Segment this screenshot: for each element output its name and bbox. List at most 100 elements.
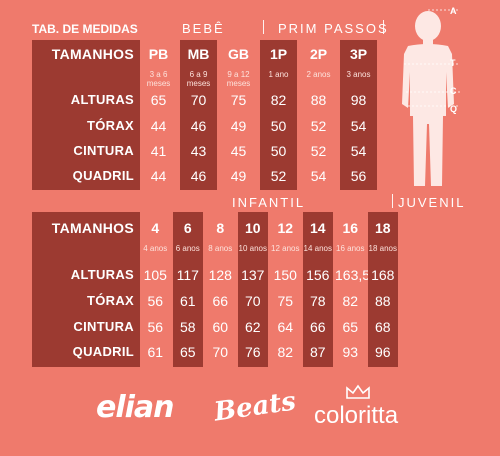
cell-quadril: 93: [342, 344, 359, 360]
size-column: 10 10 anos 137 70 62 76: [237, 212, 268, 367]
cell-cintura: 50: [270, 143, 287, 159]
size-label: 3P: [349, 46, 368, 62]
cell-alturas: 128: [208, 267, 232, 283]
cell-torax: 75: [277, 293, 294, 309]
row-label-cintura: CINTURA: [73, 319, 134, 334]
cell-torax: 44: [150, 118, 167, 134]
cell-quadril: 82: [277, 344, 294, 360]
size-column: 6 6 anos 117 61 58 65: [172, 212, 203, 367]
age-label: 4 anos: [143, 244, 168, 253]
age-label: 9 a 12 meses: [226, 70, 251, 88]
size-label: 4: [151, 220, 160, 236]
age-label: 3 anos: [346, 70, 371, 79]
cell-alturas: 117: [176, 267, 199, 283]
size-label: 1P: [269, 46, 288, 62]
group-divider: [383, 20, 384, 34]
cell-cintura: 56: [147, 319, 164, 335]
cell-quadril: 49: [230, 168, 247, 184]
row-label-torax: TÓRAX: [87, 293, 134, 308]
size-column: 2P 2 anos 88 52 52 54: [300, 40, 337, 190]
table1-label-column: TAMANHOS ALTURAS TÓRAX CINTURA QUADRIL: [32, 40, 140, 190]
size-column: 14 14 anos 156 78 66 87: [302, 212, 333, 367]
row-label-quadril: QUADRIL: [72, 168, 134, 183]
group-prim-passos-label: PRIM PASSOS: [278, 21, 389, 36]
cell-torax: 88: [374, 293, 391, 309]
age-label: 12 anos: [271, 244, 300, 253]
crown-icon: [346, 384, 370, 399]
size-label: 18: [374, 220, 391, 236]
cell-torax: 50: [270, 118, 287, 134]
age-label: 14 anos: [303, 244, 332, 253]
size-label: 8: [216, 220, 225, 236]
group-bebe-label: BEBÊ: [182, 21, 225, 36]
size-column: 8 8 anos 128 66 60 70: [205, 212, 236, 367]
row-label-quadril: QUADRIL: [72, 344, 134, 359]
cell-quadril: 65: [179, 344, 196, 360]
figure-label-a: A: [450, 6, 457, 16]
size-label: 12: [277, 220, 294, 236]
cell-cintura: 62: [244, 319, 261, 335]
cell-cintura: 45: [230, 143, 247, 159]
size-column: PB 3 a 6 meses 65 44 41 44: [140, 40, 177, 190]
group-divider: [263, 20, 264, 34]
cell-torax: 82: [342, 293, 359, 309]
cell-cintura: 54: [350, 143, 367, 159]
size-label: 2P: [309, 46, 328, 62]
cell-quadril: 46: [190, 168, 207, 184]
row-label-alturas: ALTURAS: [70, 267, 134, 282]
size-column: GB 9 a 12 meses 75 49 45 49: [220, 40, 257, 190]
age-label: 1 ano: [268, 70, 289, 79]
size-column: 4 4 anos 105 56 56 61: [140, 212, 171, 367]
cell-cintura: 43: [190, 143, 207, 159]
cell-torax: 52: [310, 118, 327, 134]
size-label: 16: [342, 220, 359, 236]
age-label: 16 anos: [336, 244, 365, 253]
size-column: 18 18 anos 168 88 68 96: [367, 212, 398, 367]
size-column: 1P 1 ano 82 50 50 52: [260, 40, 297, 190]
cell-cintura: 41: [150, 143, 167, 159]
age-label: 6 a 9 meses: [186, 70, 211, 88]
figure-label-q: Q: [450, 104, 458, 114]
cell-torax: 56: [147, 293, 164, 309]
figure-label-c: C: [450, 86, 457, 96]
cell-torax: 66: [212, 293, 229, 309]
cell-cintura: 52: [310, 143, 327, 159]
age-label: 18 anos: [368, 244, 397, 253]
row-label-torax: TÓRAX: [87, 118, 134, 133]
coloritta-logo: coloritta: [314, 402, 399, 429]
beats-logo: Beats: [212, 386, 298, 428]
table-title: TAB. DE MEDIDAS: [32, 22, 138, 36]
row-label-tamanhos: TAMANHOS: [51, 46, 134, 62]
cell-quadril: 96: [374, 344, 391, 360]
cell-alturas: 137: [241, 267, 265, 283]
size-column: 3P 3 anos 98 54 54 56: [340, 40, 377, 190]
cell-alturas: 98: [350, 92, 367, 108]
cell-torax: 70: [244, 293, 261, 309]
cell-alturas: 75: [230, 92, 247, 108]
cell-alturas: 163,5: [335, 267, 371, 283]
cell-quadril: 44: [150, 168, 167, 184]
row-label-tamanhos: TAMANHOS: [51, 220, 134, 236]
age-label: 6 anos: [175, 244, 200, 253]
cell-cintura: 68: [374, 319, 391, 335]
cell-quadril: 56: [350, 168, 367, 184]
group-divider: [392, 194, 393, 208]
row-label-alturas: ALTURAS: [70, 92, 134, 107]
age-label: 10 anos: [238, 244, 267, 253]
size-column: 16 16 anos 163,5 82 65 93: [335, 212, 371, 367]
size-label: 6: [183, 220, 192, 236]
cell-quadril: 87: [309, 344, 326, 360]
cell-alturas: 105: [143, 267, 167, 283]
size-label: MB: [187, 46, 210, 62]
cell-torax: 46: [190, 118, 207, 134]
child-measurement-figure: [402, 9, 460, 186]
age-label: 2 anos: [306, 70, 331, 79]
age-label: 3 a 6 meses: [146, 70, 171, 88]
cell-alturas: 88: [310, 92, 327, 108]
size-label: GB: [228, 46, 249, 62]
figure-label-t: T: [450, 58, 456, 68]
cell-quadril: 76: [244, 344, 261, 360]
cell-torax: 49: [230, 118, 247, 134]
size-column: 12 12 anos 150 75 64 82: [270, 212, 301, 367]
group-juvenil-label: JUVENIL: [398, 195, 466, 210]
